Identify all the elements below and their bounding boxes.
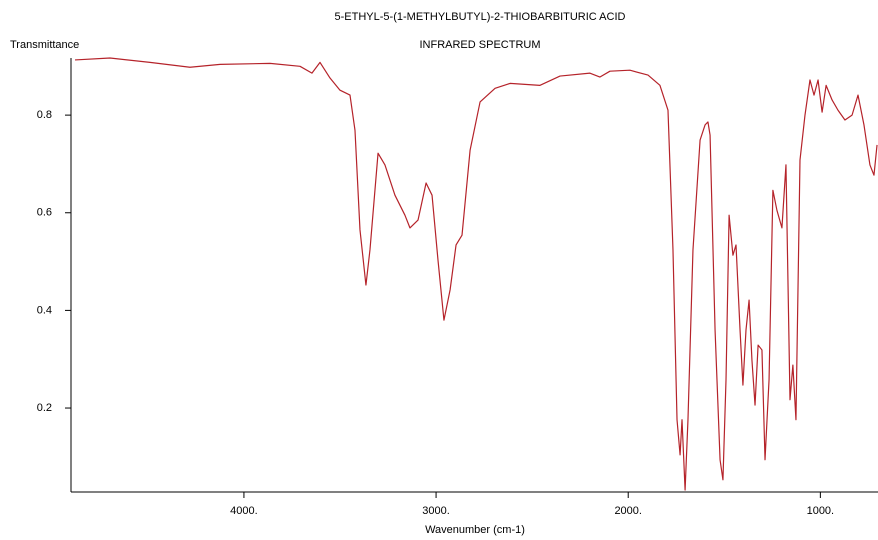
y-axis-label: Transmittance	[10, 39, 79, 51]
y-tick-label: 0.4	[37, 304, 52, 316]
x-tick-label: 2000.	[614, 505, 642, 517]
chart-title: 5-ETHYL-5-(1-METHYLBUTYL)-2-THIOBARBITUR…	[335, 11, 626, 23]
chart-subtitle: INFRARED SPECTRUM	[419, 39, 540, 51]
x-tick-label: 1000.	[807, 505, 835, 517]
x-axis-label: Wavenumber (cm-1)	[425, 524, 525, 536]
x-tick-label: 3000.	[422, 505, 450, 517]
y-tick-label: 0.6	[37, 207, 52, 219]
x-tick-label: 4000.	[230, 505, 258, 517]
y-tick-label: 0.8	[37, 109, 52, 121]
spectrum-line	[74, 57, 878, 491]
y-tick-label: 0.2	[37, 402, 52, 414]
